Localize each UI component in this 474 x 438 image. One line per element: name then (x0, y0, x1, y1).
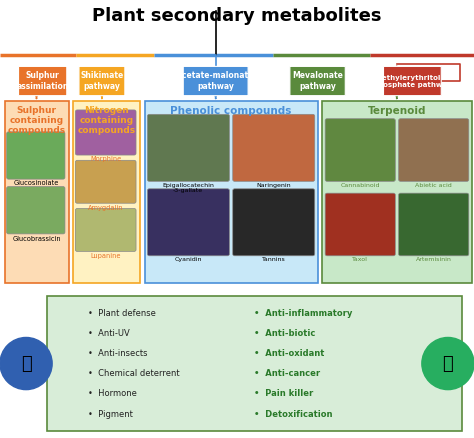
FancyBboxPatch shape (73, 101, 140, 283)
FancyBboxPatch shape (7, 132, 65, 179)
FancyBboxPatch shape (399, 119, 469, 181)
Ellipse shape (0, 337, 52, 390)
Text: Nitrogen
containing
compounds: Nitrogen containing compounds (78, 106, 136, 135)
FancyBboxPatch shape (7, 187, 65, 234)
Text: •  Anti-inflammatory: • Anti-inflammatory (254, 309, 352, 318)
Text: •  Detoxification: • Detoxification (254, 410, 332, 419)
Text: Phenolic compounds: Phenolic compounds (170, 106, 292, 116)
Text: 🪴: 🪴 (21, 354, 31, 373)
Text: Sulphur
assimilation: Sulphur assimilation (17, 71, 69, 91)
Text: Glucosinolate: Glucosinolate (14, 180, 59, 187)
Text: •  Chemical deterrent: • Chemical deterrent (88, 369, 179, 378)
Text: Glucobrassicin: Glucobrassicin (12, 236, 61, 242)
FancyBboxPatch shape (399, 193, 469, 256)
Text: Lupanine: Lupanine (91, 253, 121, 259)
FancyBboxPatch shape (325, 193, 395, 256)
Text: •  Anti-cancer: • Anti-cancer (254, 369, 320, 378)
FancyBboxPatch shape (290, 67, 345, 95)
Text: •  Plant defense: • Plant defense (88, 309, 155, 318)
FancyBboxPatch shape (145, 101, 318, 283)
FancyBboxPatch shape (75, 110, 136, 155)
Text: Acetate-malonate
pathway: Acetate-malonate pathway (177, 71, 255, 91)
Text: Plant secondary metabolites: Plant secondary metabolites (92, 7, 382, 25)
FancyBboxPatch shape (147, 189, 229, 256)
Text: Abietic acid: Abietic acid (415, 183, 452, 187)
FancyBboxPatch shape (325, 119, 395, 181)
FancyBboxPatch shape (233, 114, 315, 181)
Text: •  Anti-insects: • Anti-insects (88, 349, 147, 358)
Text: Morphine: Morphine (90, 156, 121, 162)
Text: Sulphur
containing
compounds: Sulphur containing compounds (8, 106, 65, 135)
Text: Tannins: Tannins (262, 257, 286, 262)
FancyBboxPatch shape (47, 296, 462, 431)
Text: Naringenin: Naringenin (256, 183, 292, 187)
Text: •  Anti-biotic: • Anti-biotic (254, 329, 315, 338)
Text: Artemisinin: Artemisinin (416, 257, 452, 262)
Text: Methylerythritol 4-
phosphate pathway: Methylerythritol 4- phosphate pathway (373, 74, 452, 88)
Text: Epigallocatechin
-3-gallate: Epigallocatechin -3-gallate (162, 183, 214, 193)
Text: •  Anti-oxidant: • Anti-oxidant (254, 349, 324, 358)
FancyBboxPatch shape (383, 67, 441, 95)
FancyBboxPatch shape (233, 189, 315, 256)
Text: Terpenoid: Terpenoid (367, 106, 426, 116)
Text: Shikimate
pathway: Shikimate pathway (80, 71, 124, 91)
FancyBboxPatch shape (75, 160, 136, 203)
Text: •  Hormone: • Hormone (88, 389, 137, 399)
Text: Amygdalin: Amygdalin (88, 205, 123, 211)
FancyBboxPatch shape (322, 101, 472, 283)
Text: •  Pigment: • Pigment (88, 410, 133, 419)
Text: •  Anti-UV: • Anti-UV (88, 329, 129, 338)
FancyBboxPatch shape (79, 67, 125, 95)
FancyBboxPatch shape (183, 67, 248, 95)
Text: •  Pain killer: • Pain killer (254, 389, 313, 399)
FancyBboxPatch shape (18, 67, 67, 95)
Text: 🧍: 🧍 (443, 354, 453, 373)
FancyBboxPatch shape (75, 208, 136, 251)
FancyBboxPatch shape (147, 114, 229, 181)
Ellipse shape (422, 337, 474, 390)
Text: Cannabinoid: Cannabinoid (340, 183, 380, 187)
Text: Taxol: Taxol (352, 257, 368, 262)
Text: Mevalonate
pathway: Mevalonate pathway (292, 71, 343, 91)
Text: Cyanidin: Cyanidin (174, 257, 202, 262)
FancyBboxPatch shape (5, 101, 69, 283)
